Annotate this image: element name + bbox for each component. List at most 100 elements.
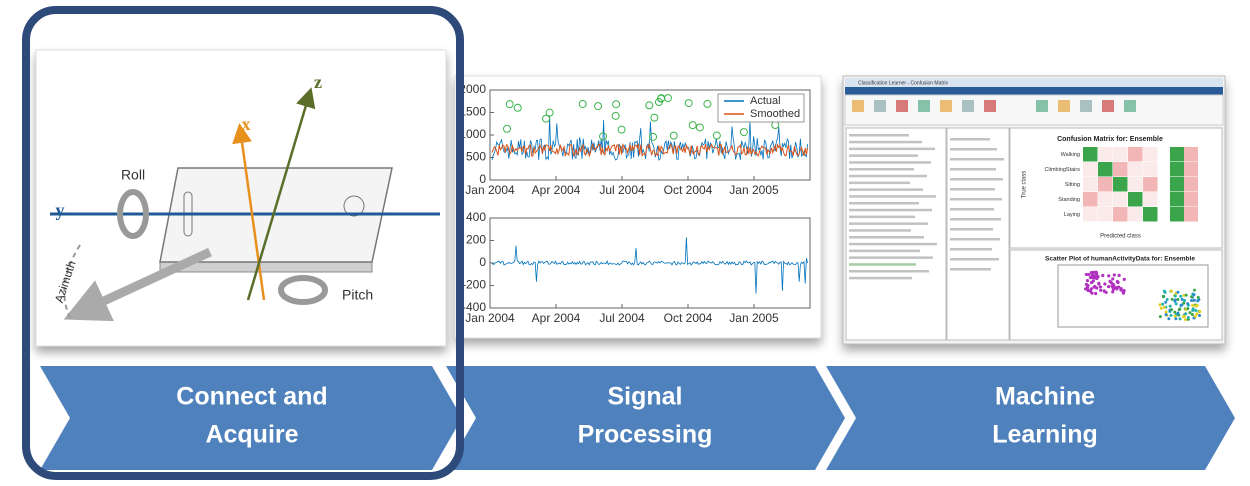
matrix-title: Confusion Matrix for: Ensemble [1057,136,1163,143]
scatter-dot [1179,317,1182,320]
x-tick-label: Jan 2005 [729,311,779,325]
stage-label: Processing [578,421,713,449]
x-tick-label: Oct 2004 [664,311,713,325]
scatter-dot [1166,298,1169,301]
scatter-dot [1165,313,1168,316]
scatter-dot [1180,303,1183,306]
scatter-dot [1193,293,1196,296]
matrix-cell [1083,162,1098,177]
list-row [849,161,931,164]
scatter-dot [1176,298,1179,301]
scatter-dot [1174,317,1177,320]
scatter-dot [1195,312,1198,315]
list-row [849,250,920,253]
scatter-dot [1159,315,1162,318]
fnr-cell [1184,192,1198,207]
axis-title: Predicted class [1100,234,1141,240]
stage-label: Machine [995,383,1095,411]
scatter-dot [1089,276,1092,279]
y-tick-label: 400 [466,210,486,224]
ribbon-button [1080,100,1092,112]
scatter-dot [1163,306,1166,309]
scatter-dot [1186,307,1189,310]
ribbon-tabs [845,87,1223,95]
stage-chevron [826,366,1235,470]
scatter-dot [1191,304,1194,307]
matrix-cell [1098,177,1113,192]
scatter-dot [1118,274,1121,277]
x-tick-label: Oct 2004 [664,183,713,197]
scatter-dot [1194,309,1197,312]
x-tick-label: Jan 2004 [465,311,515,325]
x-tick-label: Apr 2004 [532,183,581,197]
matrix-cell [1083,192,1098,207]
scatter-dot [1196,299,1199,302]
stage-label: Learning [992,421,1098,449]
ribbon-button [1036,100,1048,112]
matrix-cell [1098,207,1113,222]
scatter-dot [1099,285,1102,288]
scatter-dot [1099,289,1102,292]
class-label: Sitting [1065,182,1080,188]
matrix-cell [1098,147,1113,162]
ribbon-button [1102,100,1114,112]
scatter-dot [1119,288,1122,291]
scatter-dot [1162,295,1165,298]
list-row [849,209,932,212]
list-row [849,216,915,219]
stage-label: Signal [607,383,682,411]
matrix-cell [1113,192,1128,207]
summary-row [950,138,990,141]
x-tick-label: Jul 2004 [599,311,645,325]
x-tick-label: Jul 2004 [599,183,645,197]
list-row [849,154,918,157]
scatter-dot [1170,314,1173,317]
list-row [849,243,937,246]
summary-row [950,188,995,191]
list-row [849,236,924,239]
scatter-dot [1178,308,1181,311]
fnr-cell [1184,147,1198,162]
scatter-dot [1090,292,1093,295]
scatter-dot [1191,309,1194,312]
matrix-cell [1113,147,1128,162]
summary-row [950,258,999,261]
scatter-dot [1196,304,1199,307]
summary-row [950,218,1001,221]
axis-label: z [314,72,322,92]
y-tick-label: 0 [479,255,486,269]
scatter-dot [1183,315,1186,318]
scatter-dot [1107,285,1110,288]
scatter-dot [1086,286,1089,289]
scatter-dot [1095,286,1098,289]
scatter-dot [1188,311,1191,314]
scatter-dot [1095,275,1098,278]
matrix-cell [1098,162,1113,177]
x-tick-label: Jan 2004 [465,183,515,197]
matrix-cell [1143,177,1158,192]
matrix-cell [1128,192,1143,207]
fnr-cell [1184,177,1198,192]
x-tick-label: Apr 2004 [532,311,581,325]
matrix-cell [1128,147,1143,162]
scatter-title: Scatter Plot of humanActivityData for: E… [1045,256,1195,263]
list-row [849,188,923,191]
ribbon-button [918,100,930,112]
matrix-cell [1128,207,1143,222]
list-row [849,182,910,185]
scatter-dot [1085,273,1088,276]
scatter-dot [1184,318,1187,321]
axis-title: True class [1022,171,1028,198]
scatter-dot [1160,307,1163,310]
matrix-cell [1098,192,1113,207]
matrix-cell [1143,147,1158,162]
axis-label: x [242,114,251,134]
list-row [849,229,911,232]
matrix-cell [1113,162,1128,177]
summary-row [950,228,993,231]
summary-row [950,238,1000,241]
ribbon-button [896,100,908,112]
scatter-dot [1186,302,1189,305]
list-row [849,277,912,280]
scatter-dot [1092,276,1095,279]
